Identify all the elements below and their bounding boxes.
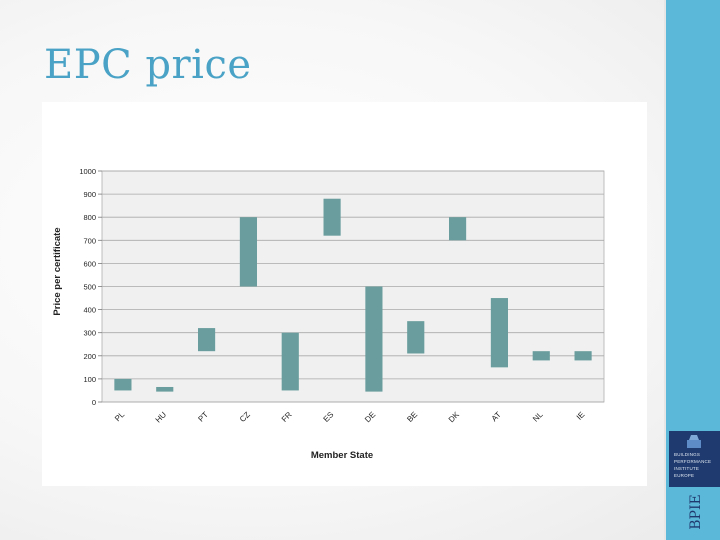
bpie-logo: BUILDINGS PERFORMANCE INSTITUTE EUROPE xyxy=(669,431,720,487)
bar-es xyxy=(323,198,341,236)
building-icon xyxy=(687,435,701,448)
y-axis-label: Price per certificate xyxy=(52,227,63,315)
x-tick-labels: PL HU PT CZ FR ES DE BE DK AT NL IE xyxy=(113,410,586,425)
bar-fr xyxy=(281,332,299,391)
bar-pt xyxy=(198,328,216,352)
slide-title: EPC price xyxy=(44,42,252,88)
bpie-label-text: BPIE xyxy=(688,494,704,530)
bpie-label: BPIE xyxy=(676,492,716,532)
x-axis-label: Member State xyxy=(311,450,373,461)
logo-line-4: EUROPE xyxy=(674,473,695,478)
logo-line-2: PERFORMANCE xyxy=(674,459,712,464)
x-tick-label: HU xyxy=(154,410,169,425)
price-range-chart: 0 100 200 300 400 500 600 700 800 900 1000 PL HU PT C… xyxy=(52,167,605,461)
y-tick-label: 700 xyxy=(83,236,96,245)
y-tick-label: 500 xyxy=(83,283,96,292)
chart-panel: 0 100 200 300 400 500 600 700 800 900 1000 PL HU PT C… xyxy=(42,102,647,486)
bars xyxy=(114,198,592,392)
bar-cz xyxy=(239,217,257,287)
y-tick-label: 600 xyxy=(83,259,96,268)
y-tick-label: 100 xyxy=(83,375,96,384)
grid-lines xyxy=(98,170,604,403)
x-tick-label: CZ xyxy=(238,410,252,424)
bar-be xyxy=(407,321,425,354)
x-tick-label: IE xyxy=(575,410,587,422)
x-tick-label: DK xyxy=(447,410,462,425)
y-tick-label: 1000 xyxy=(79,167,96,176)
bar-hu xyxy=(156,386,174,392)
x-tick-label: PT xyxy=(196,410,210,424)
bar-ie xyxy=(574,351,592,361)
y-tick-label: 200 xyxy=(83,352,96,361)
x-tick-label: ES xyxy=(322,410,336,424)
y-tick-label: 400 xyxy=(83,306,96,315)
x-tick-label: BE xyxy=(405,410,419,424)
logo-line-1: BUILDINGS xyxy=(674,452,701,457)
bar-de xyxy=(365,286,383,392)
y-tick-label: 0 xyxy=(92,398,96,407)
bar-pl xyxy=(114,378,132,391)
y-tick-labels: 0 100 200 300 400 500 600 700 800 900 1000 xyxy=(79,167,96,407)
y-tick-label: 300 xyxy=(83,329,96,338)
bar-nl xyxy=(532,351,550,361)
bar-at xyxy=(490,298,508,368)
bar-dk xyxy=(449,217,467,241)
x-tick-label: FR xyxy=(280,410,294,424)
y-tick-label: 800 xyxy=(83,213,96,222)
accent-band-edge xyxy=(664,0,667,540)
x-tick-label: NL xyxy=(531,410,545,424)
logo-line-3: INSTITUTE xyxy=(674,466,700,471)
x-tick-label: AT xyxy=(490,410,503,423)
x-tick-label: PL xyxy=(113,410,127,424)
y-tick-label: 900 xyxy=(83,190,96,199)
x-tick-label: DE xyxy=(363,410,377,424)
